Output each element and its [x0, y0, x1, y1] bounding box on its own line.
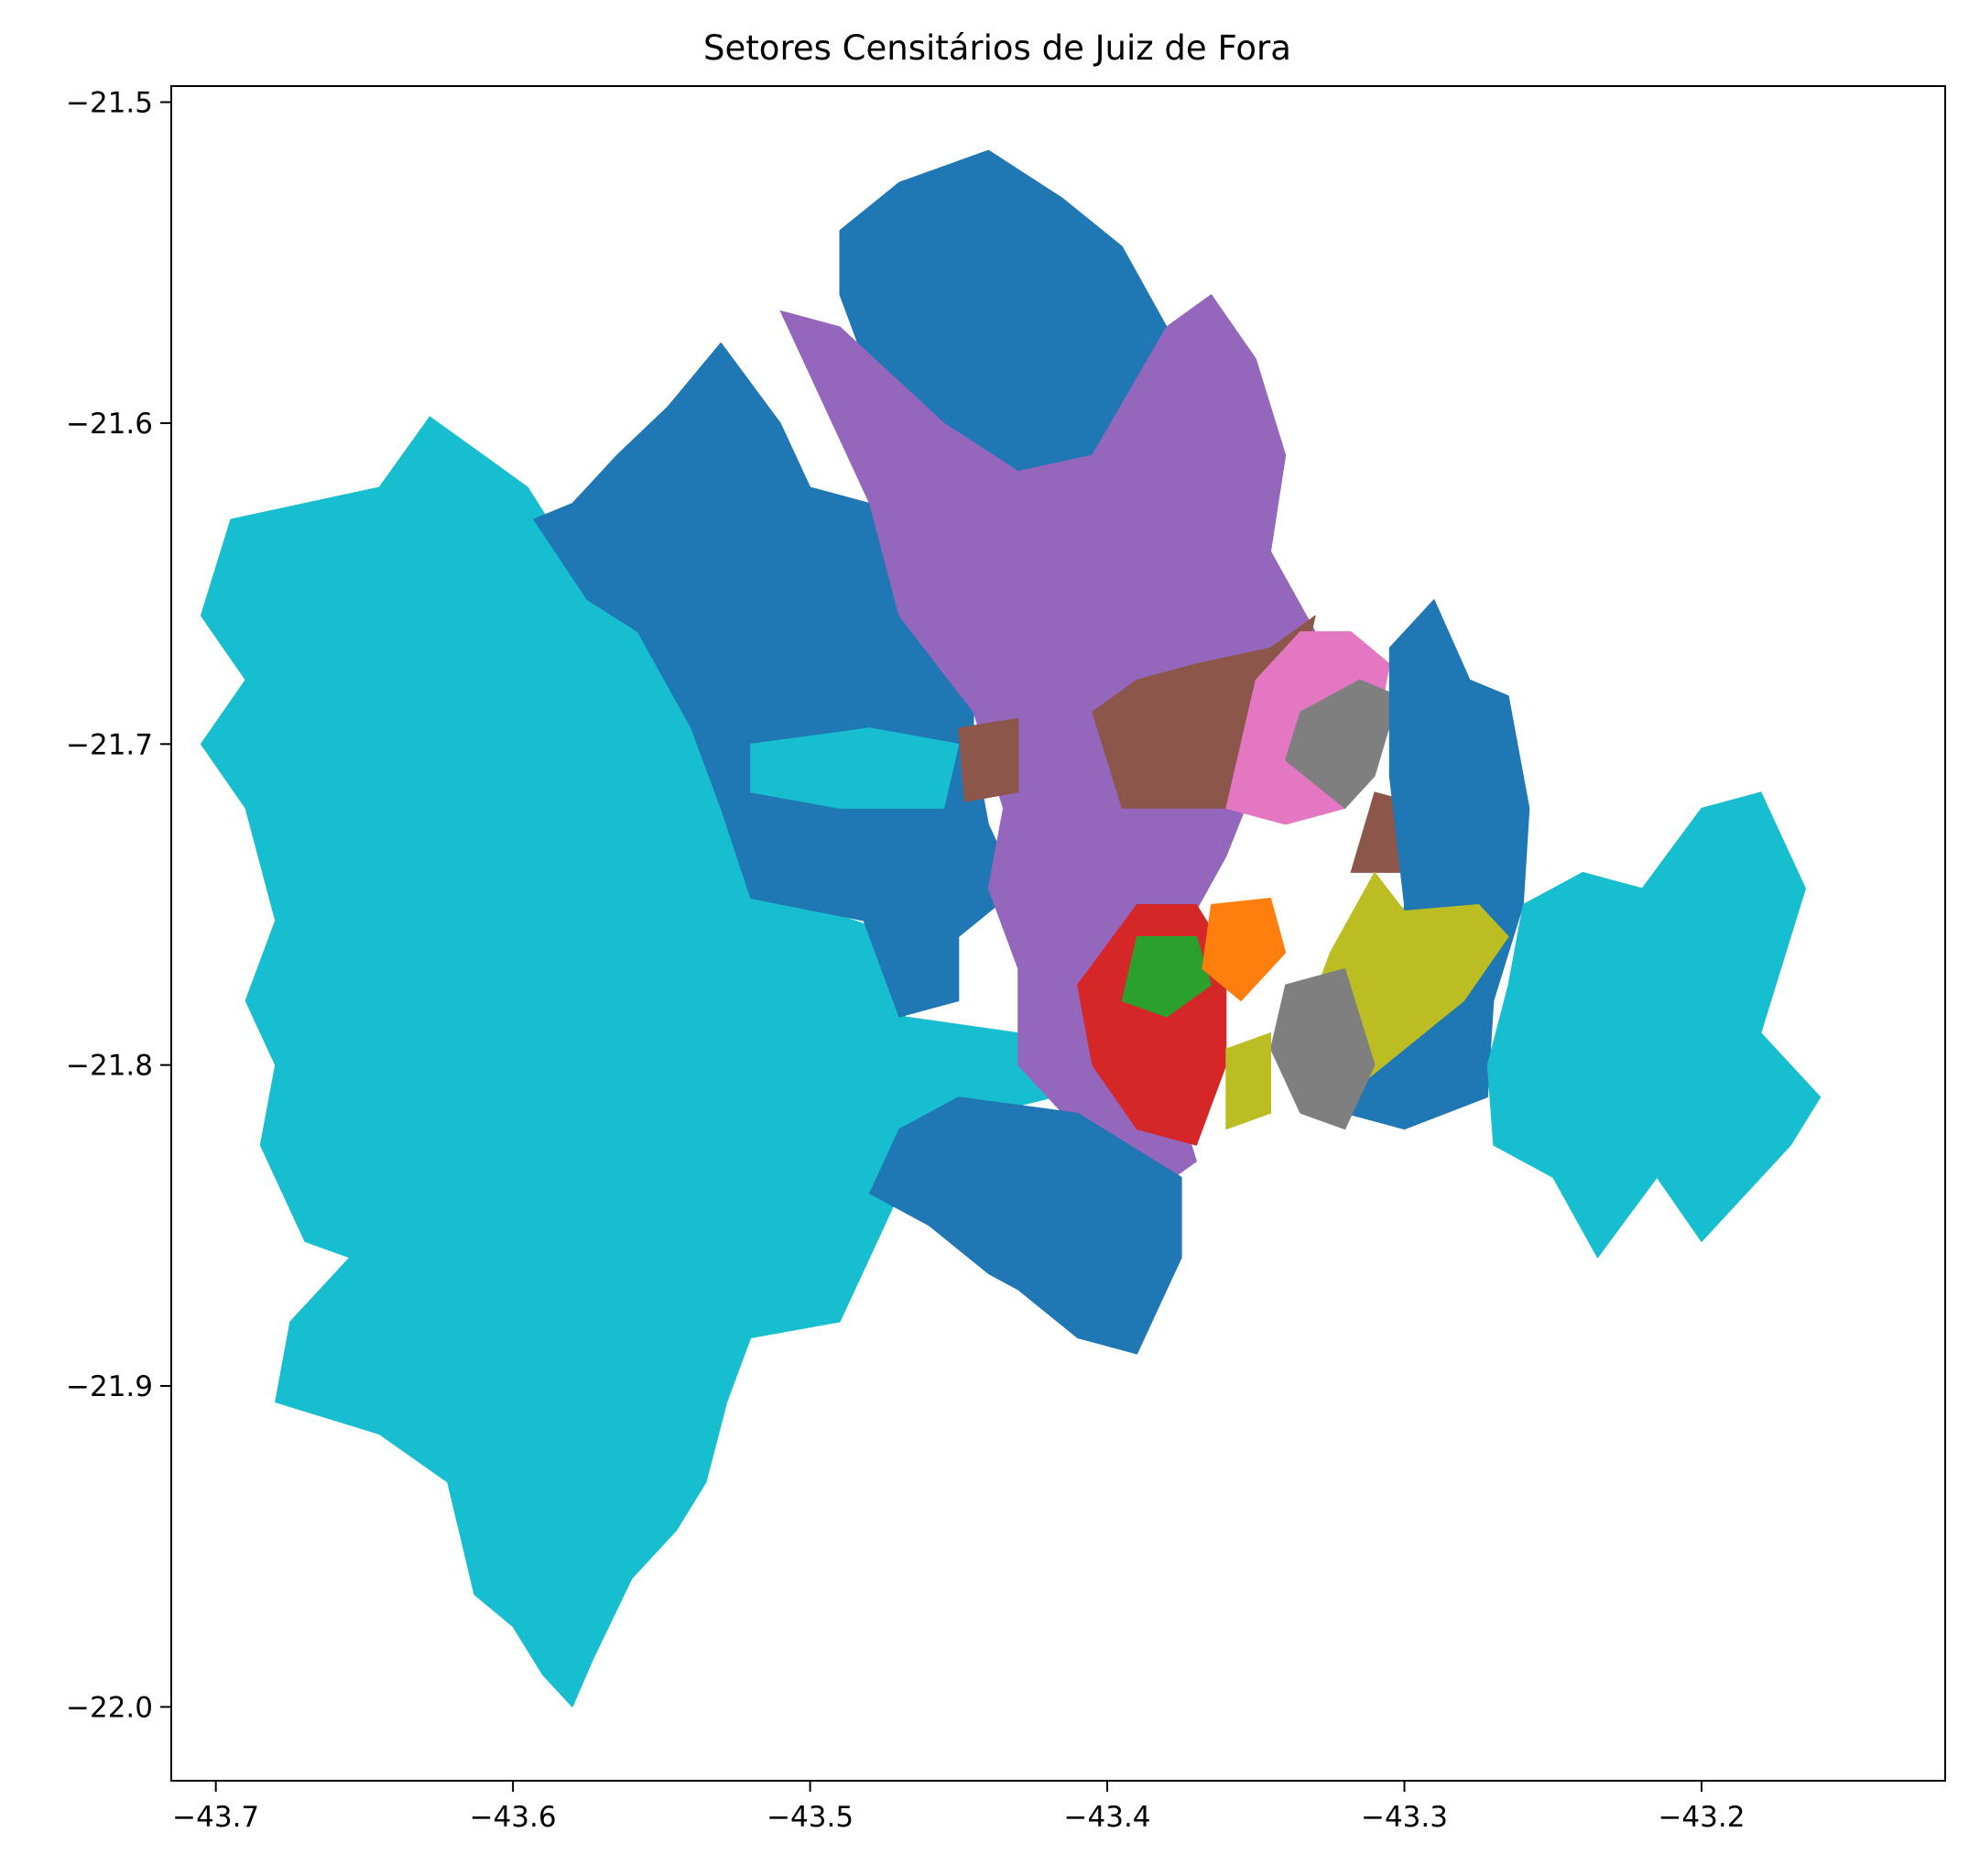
x-tick-label: −43.4 — [1064, 1801, 1151, 1834]
census-sector-region-blue-18 — [869, 1096, 1182, 1355]
y-tick-label: −21.7 — [66, 728, 153, 761]
census-sector-region-brown-5 — [958, 717, 1019, 802]
x-tick-label: −43.6 — [470, 1801, 557, 1834]
y-tick-label: −22.0 — [66, 1691, 153, 1724]
x-tick-label: −43.2 — [1658, 1801, 1745, 1834]
x-tick-label: −43.5 — [767, 1801, 854, 1834]
census-sector-region-olive-15 — [1225, 1032, 1271, 1130]
census-sector-region-purple-3 — [779, 294, 1316, 1194]
census-sector-region-cyan-16 — [750, 727, 960, 809]
x-tick-label: −43.3 — [1361, 1801, 1448, 1834]
axes-frame — [170, 85, 1946, 1782]
y-axis: −21.5 −21.6 −21.7 −21.8 −21.9 −22.0 — [66, 87, 171, 1724]
x-axis: −43.7 −43.6 −43.5 −43.4 −43.3 −43.2 — [172, 1781, 1745, 1834]
y-tick-label: −21.8 — [66, 1050, 153, 1083]
x-tick-label: −43.7 — [172, 1801, 259, 1834]
census-sector-region-orange-14 — [1202, 898, 1287, 1002]
chart-title: Setores Censitários de Juiz de Fora — [703, 28, 1291, 68]
y-tick-label: −21.5 — [66, 87, 153, 120]
y-tick-label: −21.6 — [66, 408, 153, 441]
census-sectors-layer — [200, 149, 1822, 1707]
y-tick-label: −21.9 — [66, 1370, 153, 1403]
census-sector-region-gray-8 — [1285, 679, 1399, 809]
census-sector-region-cyan-17 — [1486, 791, 1822, 1259]
census-sector-region-green-13 — [1121, 936, 1213, 1018]
